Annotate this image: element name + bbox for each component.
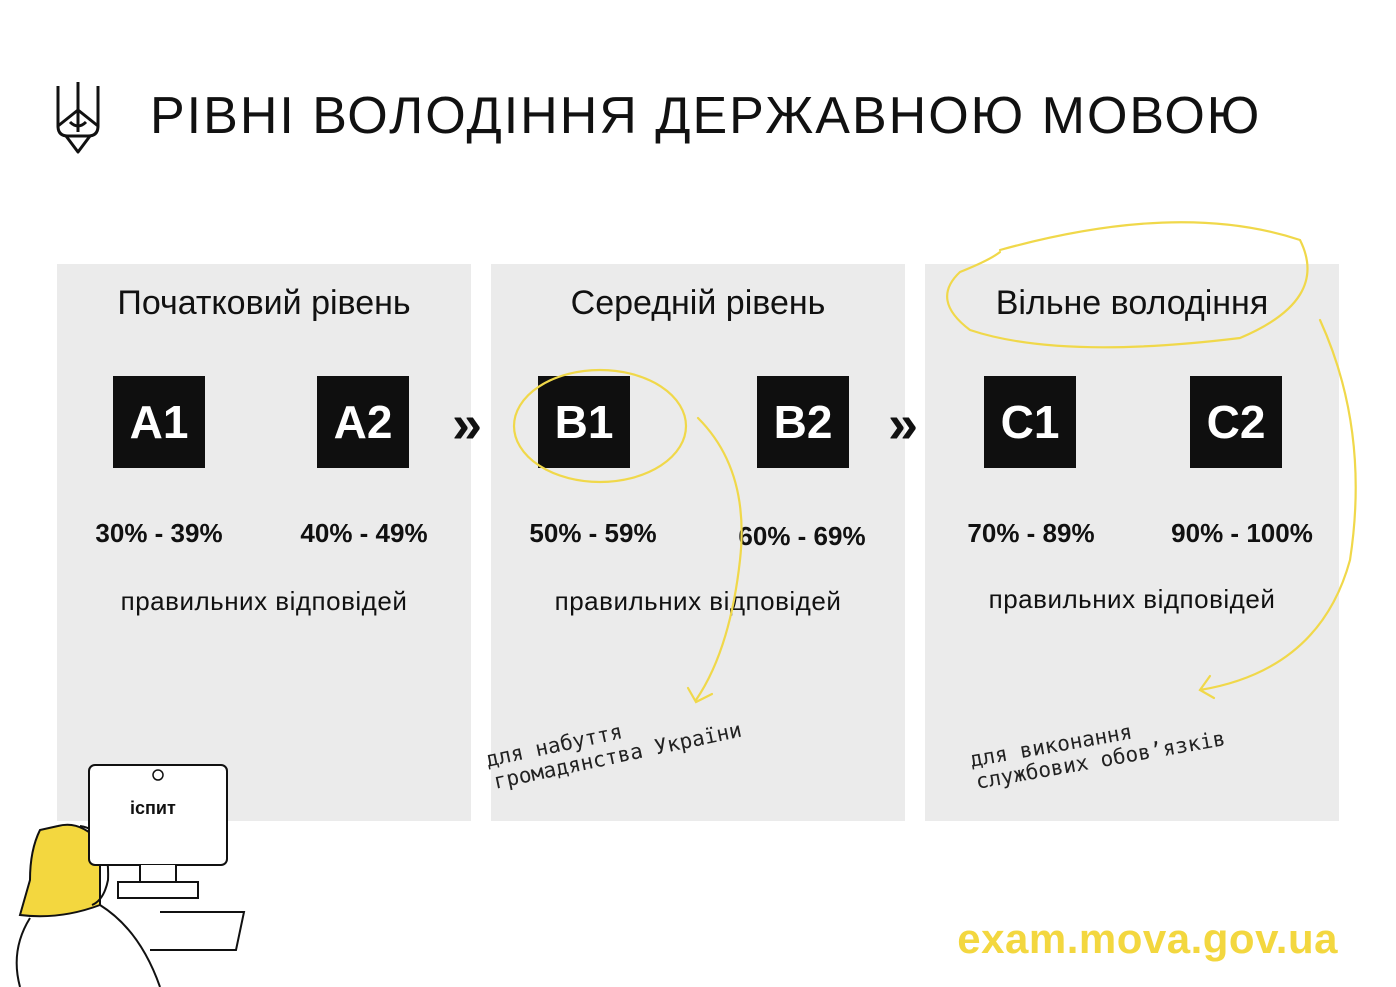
correct-answers-note: правильних відповідей [554, 586, 842, 616]
correct-answers-note: правильних відповідей [120, 586, 408, 616]
range-a2: 40% - 49% [300, 518, 428, 548]
level-badge-c2: C2 [1190, 376, 1282, 468]
panel-title: Вільне володіння [995, 284, 1269, 322]
monitor-label: іспит [130, 798, 176, 818]
website-link[interactable]: exam.mova.gov.ua [957, 915, 1338, 962]
level-badge-b2: B2 [757, 376, 849, 468]
range-c1: 70% - 89% [967, 518, 1095, 548]
next-level-arrow-icon: » [888, 394, 918, 454]
level-badge-a2: A2 [317, 376, 409, 468]
trident-icon [56, 82, 100, 154]
panel-title: Середній рівень [570, 284, 826, 322]
level-badge-c1: C1 [984, 376, 1076, 468]
next-level-arrow-icon: » [452, 394, 482, 454]
panel-beginner: Початковий рівень A1 A2 30% - 39% 40% - … [57, 264, 471, 821]
range-c2: 90% - 100% [1171, 518, 1313, 548]
panel-title: Початковий рівень [117, 284, 411, 322]
level-badge-a1: A1 [113, 376, 205, 468]
correct-answers-note: правильних відповідей [988, 584, 1276, 614]
level-badge-b1: B1 [538, 376, 630, 468]
panel-intermediate: Середній рівень B1 B2 50% - 59% 60% - 69… [491, 264, 905, 821]
page-title: РІВНІ ВОЛОДІННЯ ДЕРЖАВНОЮ МОВОЮ [150, 87, 1262, 145]
range-b1: 50% - 59% [529, 518, 657, 548]
range-a1: 30% - 39% [95, 518, 223, 548]
range-b2: 60% - 69% [738, 521, 866, 551]
